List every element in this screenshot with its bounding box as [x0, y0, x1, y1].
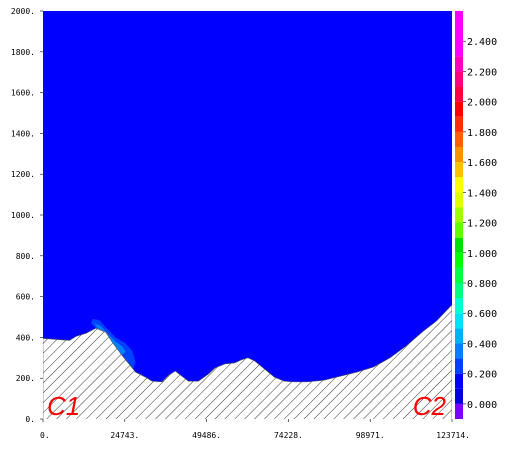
end-labels: C1 C2: [47, 391, 447, 421]
x-tick-label: 98971.: [356, 431, 385, 440]
colorbar-band: [455, 56, 463, 72]
colorbar-band: [455, 192, 463, 208]
y-axis: 0. 200. 400. 600. 800. 1000. 1200. 1400. 1600. 18…: [11, 7, 43, 424]
colorbar-band: [455, 358, 463, 374]
x-axis: 0. 24743. 49486. 74228. 98971. 123714.: [40, 419, 470, 440]
y-tick-label: 2000.: [11, 7, 35, 16]
colorbar-band: [455, 207, 463, 223]
x-tick-label: 0.: [40, 431, 50, 440]
colorbar-tick-label: 1.400: [467, 188, 497, 199]
x-tick-label: 49486.: [192, 431, 221, 440]
colorbar-band: [455, 267, 463, 283]
y-tick-label: 600.: [16, 293, 35, 302]
y-tick-label: 400.: [16, 333, 35, 342]
y-tick-label: 0.: [25, 415, 35, 424]
colorbar-band: [455, 403, 463, 419]
label-c1: C1: [47, 391, 80, 421]
x-tick-label: 123714.: [436, 431, 470, 440]
colorbar-band: [455, 71, 463, 87]
colorbar-band: [455, 373, 463, 389]
colorbar-tick-label: 1.000: [467, 249, 497, 260]
colorbar-tick-label: 1.600: [467, 158, 497, 169]
plot-area: [43, 11, 452, 419]
y-tick-label: 200.: [16, 374, 35, 383]
colorbar-band: [455, 298, 463, 314]
colorbar-band: [455, 162, 463, 178]
colorbar-band: [455, 388, 463, 404]
y-tick-label: 1200.: [11, 170, 35, 179]
colorbar: 2.400 2.200 2.000 1.800 1.600 1.400 1.200 1.000…: [455, 11, 497, 419]
colorbar-band: [455, 222, 463, 238]
colorbar-band: [455, 101, 463, 117]
colorbar-band: [455, 177, 463, 193]
colorbar-band: [455, 116, 463, 132]
colorbar-tick-label: 0.600: [467, 309, 497, 320]
terrain: [43, 304, 452, 419]
colorbar-band: [455, 328, 463, 344]
y-tick-label: 1800.: [11, 48, 35, 57]
colorbar-tick-label: 0.400: [467, 339, 497, 350]
colorbar-tick-label: 0.200: [467, 370, 497, 381]
label-c2: C2: [413, 391, 447, 421]
colorbar-tick-label: 1.800: [467, 128, 497, 139]
colorbar-band: [455, 237, 463, 253]
colorbar-band: [455, 11, 463, 57]
colorbar-band: [455, 252, 463, 268]
colorbar-band: [455, 147, 463, 163]
colorbar-band: [455, 343, 463, 359]
colorbar-band: [455, 86, 463, 102]
y-tick-label: 1600.: [11, 89, 35, 98]
y-tick-label: 800.: [16, 252, 35, 261]
x-tick-label: 24743.: [110, 431, 139, 440]
colorbar-band: [455, 283, 463, 299]
x-tick-label: 74228.: [274, 431, 303, 440]
colorbar-tick-label: 2.200: [467, 67, 497, 78]
y-tick-label: 1000.: [11, 211, 35, 220]
y-tick-label: 1400.: [11, 129, 35, 138]
colorbar-tick-label: 2.400: [467, 37, 497, 48]
colorbar-tick-label: 0.000: [467, 400, 497, 411]
colorbar-tick-label: 1.200: [467, 219, 497, 230]
colorbar-band: [455, 313, 463, 329]
colorbar-tick-label: 2.000: [467, 98, 497, 109]
colorbar-band: [455, 131, 463, 147]
colorbar-tick-label: 0.800: [467, 279, 497, 290]
